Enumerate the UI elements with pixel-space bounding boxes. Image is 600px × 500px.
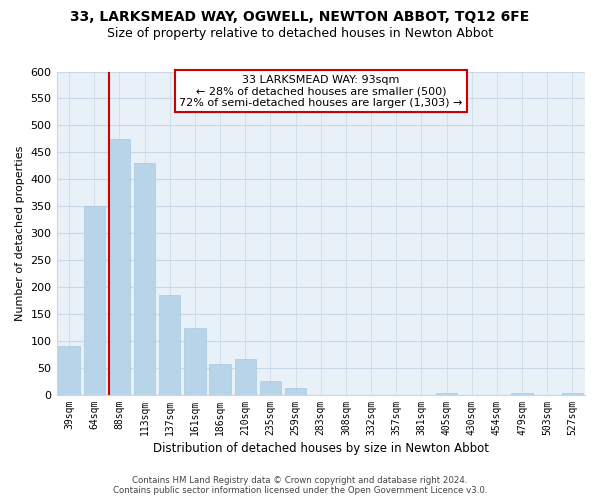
- Bar: [58, 346, 80, 395]
- Bar: [159, 295, 181, 395]
- Bar: [260, 382, 281, 395]
- Text: Contains HM Land Registry data © Crown copyright and database right 2024.
Contai: Contains HM Land Registry data © Crown c…: [113, 476, 487, 495]
- X-axis label: Distribution of detached houses by size in Newton Abbot: Distribution of detached houses by size …: [153, 442, 489, 455]
- Bar: [109, 139, 130, 395]
- Text: Size of property relative to detached houses in Newton Abbot: Size of property relative to detached ho…: [107, 28, 493, 40]
- Bar: [511, 394, 533, 395]
- Y-axis label: Number of detached properties: Number of detached properties: [15, 146, 25, 321]
- Bar: [436, 394, 457, 395]
- Text: 33 LARKSMEAD WAY: 93sqm
← 28% of detached houses are smaller (500)
72% of semi-d: 33 LARKSMEAD WAY: 93sqm ← 28% of detache…: [179, 74, 463, 108]
- Bar: [209, 364, 231, 395]
- Bar: [134, 163, 155, 395]
- Bar: [285, 388, 307, 395]
- Bar: [83, 206, 105, 395]
- Text: 33, LARKSMEAD WAY, OGWELL, NEWTON ABBOT, TQ12 6FE: 33, LARKSMEAD WAY, OGWELL, NEWTON ABBOT,…: [70, 10, 530, 24]
- Bar: [562, 394, 583, 395]
- Bar: [235, 359, 256, 395]
- Bar: [184, 328, 206, 395]
